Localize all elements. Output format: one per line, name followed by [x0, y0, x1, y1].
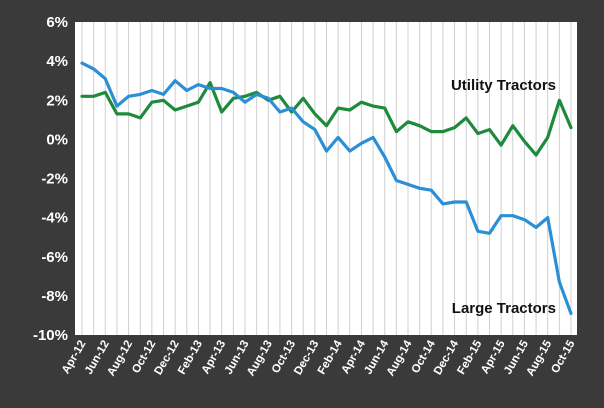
x-axis: Apr-12Jun-12Aug-12Oct-12Dec-12Feb-13Apr-… — [60, 338, 578, 378]
x-tick-label: Oct-15 — [549, 338, 578, 376]
y-tick-label: -2% — [41, 171, 68, 188]
y-tick-label: -8% — [41, 288, 68, 305]
series-line-large-tractors — [80, 61, 573, 316]
y-tick-label: 2% — [46, 92, 68, 109]
grid-lines — [81, 22, 572, 335]
y-axis: 6% 4% 2% 0% -2% -4% -6% -8% -10% — [33, 14, 68, 344]
series-lines — [80, 61, 573, 316]
series-labels: Utility Tractors Large Tractors — [451, 77, 556, 317]
y-tick-label: 0% — [46, 131, 68, 148]
series-line-utility-tractors — [80, 80, 573, 157]
y-tick-label: -4% — [41, 210, 68, 227]
y-tick-label: 6% — [46, 14, 68, 31]
series-label-large-tractors: Large Tractors — [452, 300, 556, 317]
series-label-utility-tractors: Utility Tractors — [451, 77, 556, 94]
y-tick-label: -6% — [41, 249, 68, 266]
y-tick-label: 4% — [46, 53, 68, 70]
y-tick-label: -10% — [33, 327, 68, 344]
